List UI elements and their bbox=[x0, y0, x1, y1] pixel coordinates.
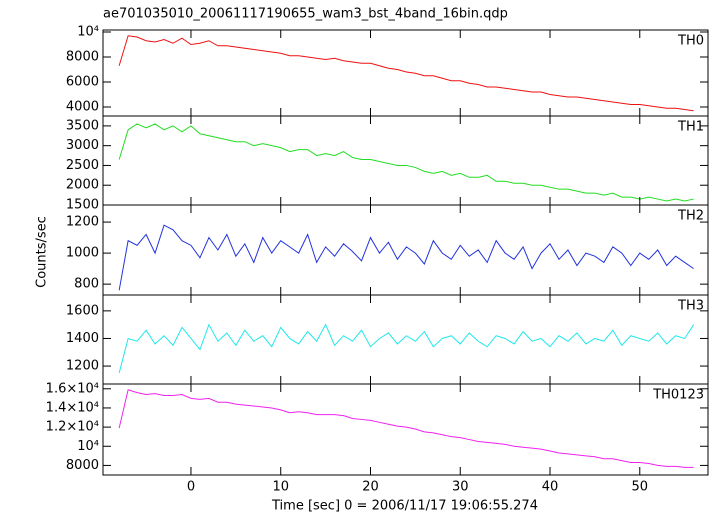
panel-frame bbox=[102, 383, 709, 476]
y-tick-label: 1200 bbox=[66, 359, 99, 374]
y-tick-label: 10⁴ bbox=[77, 439, 99, 454]
y-tick-label: 8000 bbox=[66, 50, 99, 65]
y-tick-label: 800 bbox=[74, 277, 99, 292]
y-tick-label: 10⁴ bbox=[77, 25, 99, 40]
x-tick-label: 20 bbox=[362, 480, 379, 495]
x-tick-label: 40 bbox=[542, 480, 559, 495]
light-curve bbox=[118, 389, 694, 468]
panel-label: TH2 bbox=[677, 209, 704, 224]
x-tick-label: 50 bbox=[632, 480, 649, 495]
y-tick-label: 1400 bbox=[66, 331, 99, 346]
x-axis-label: Time [sec] 0 = 2006/11/17 19:06:55.274 bbox=[271, 499, 538, 514]
y-tick-label: 2000 bbox=[66, 178, 99, 193]
panel-label: TH0123 bbox=[652, 388, 704, 403]
y-tick-label: 3500 bbox=[66, 118, 99, 133]
y-tick-label: 1000 bbox=[66, 246, 99, 261]
light-curve bbox=[118, 35, 694, 112]
panel-frame bbox=[102, 115, 709, 206]
chart-title: ae701035010_20061117190655_wam3_bst_4ban… bbox=[103, 7, 508, 22]
panel-label: TH0 bbox=[677, 34, 704, 49]
y-tick-label: 1.6×10⁴ bbox=[46, 381, 99, 396]
panel-label: TH1 bbox=[677, 120, 704, 135]
panel-frame bbox=[102, 294, 709, 385]
y-tick-label: 1.2×10⁴ bbox=[46, 420, 99, 435]
y-tick-label: 2500 bbox=[66, 158, 99, 173]
light-curve bbox=[118, 123, 694, 202]
light-curve bbox=[118, 323, 695, 374]
x-tick-label: 10 bbox=[272, 480, 289, 495]
panel-label: TH3 bbox=[677, 299, 704, 314]
y-tick-label: 1.4×10⁴ bbox=[46, 400, 99, 415]
y-tick-label: 1600 bbox=[66, 303, 99, 318]
y-axis-label: Counts/sec bbox=[35, 216, 50, 288]
y-tick-label: 8000 bbox=[66, 458, 99, 473]
y-tick-label: 1200 bbox=[66, 215, 99, 230]
y-tick-label: 1500 bbox=[66, 198, 99, 213]
x-tick-label: 0 bbox=[187, 480, 195, 495]
y-tick-label: 6000 bbox=[66, 75, 99, 90]
y-tick-label: 4000 bbox=[66, 100, 99, 115]
x-tick-label: 30 bbox=[452, 480, 469, 495]
y-tick-label: 3000 bbox=[66, 138, 99, 153]
light-curve bbox=[118, 224, 694, 291]
